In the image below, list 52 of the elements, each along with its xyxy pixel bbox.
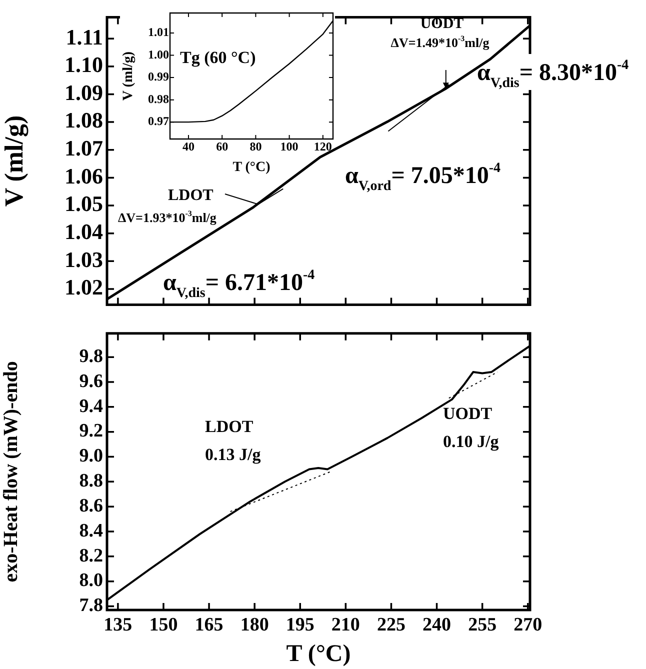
y-tick-label: 0.97 <box>148 114 169 128</box>
y-tick-label: 1.00 <box>148 47 169 62</box>
y-tick-label: 0.99 <box>148 70 169 84</box>
y-tick-label: 8.8 <box>79 470 103 492</box>
y-tick-label: 1.11 <box>66 24 103 50</box>
y-tick-label: 9.8 <box>79 346 103 367</box>
y-tick-label: 1.07 <box>64 136 103 161</box>
y-tick-label: 8.2 <box>79 545 103 566</box>
annotation: 0.13 J/g <box>205 445 262 464</box>
y-tick-label: 1.05 <box>64 191 103 216</box>
y-axis-title: V (ml/g) <box>0 115 28 207</box>
x-tick-label: 225 <box>376 614 406 636</box>
y-tick-label: 9.4 <box>79 396 104 417</box>
y-tick-label: 1.06 <box>64 163 103 188</box>
y-tick-label: 7.8 <box>79 595 103 616</box>
x-tick-label: 210 <box>331 614 360 636</box>
annotation: 0.10 J/g <box>443 432 500 451</box>
x-axis-title: T (°C) <box>286 640 351 667</box>
y-tick-label: 9.2 <box>79 420 103 442</box>
y-tick-label: 8.0 <box>79 570 103 592</box>
x-tick-label: 120 <box>314 139 332 154</box>
y-tick-label: 1.01 <box>148 25 169 40</box>
x-tick-label: 100 <box>280 139 298 154</box>
y-axis-title: exo-Heat flow (mW)-endo <box>0 361 22 582</box>
x-tick-label: 150 <box>149 614 178 636</box>
y-tick-label: 8.4 <box>79 520 104 542</box>
x-tick-label: 40 <box>182 139 194 154</box>
x-axis-title: T (°C) <box>232 160 271 176</box>
y-tick-label: 1.02 <box>64 274 103 300</box>
x-tick-label: 60 <box>216 139 228 154</box>
x-tick-label: 270 <box>514 614 542 636</box>
y-tick-label: 1.04 <box>64 219 103 244</box>
y-tick-label: 9.6 <box>79 370 103 392</box>
y-tick-label: 1.10 <box>64 52 103 78</box>
x-tick-label: 240 <box>422 614 452 636</box>
y-tick-label: 1.08 <box>64 108 103 133</box>
x-tick-label: 180 <box>240 614 269 636</box>
x-tick-label: 135 <box>104 614 132 636</box>
annotation: LDOT <box>168 187 214 204</box>
y-axis-title: V (ml/g) <box>121 51 136 101</box>
x-tick-label: 80 <box>250 139 262 154</box>
x-tick-label: 195 <box>286 614 314 636</box>
y-tick-label: 1.09 <box>64 80 103 105</box>
x-tick-label: 165 <box>194 614 224 636</box>
x-tick-label: 255 <box>468 614 497 636</box>
y-tick-label: 0.98 <box>148 92 169 106</box>
annotation: LDOT <box>205 417 254 436</box>
y-tick-label: 1.03 <box>64 246 103 272</box>
y-tick-label: 8.6 <box>79 495 103 516</box>
annotation: UODT <box>443 404 493 423</box>
y-tick-label: 9.0 <box>79 446 103 467</box>
annotation: Tg (60 °C) <box>180 48 256 67</box>
